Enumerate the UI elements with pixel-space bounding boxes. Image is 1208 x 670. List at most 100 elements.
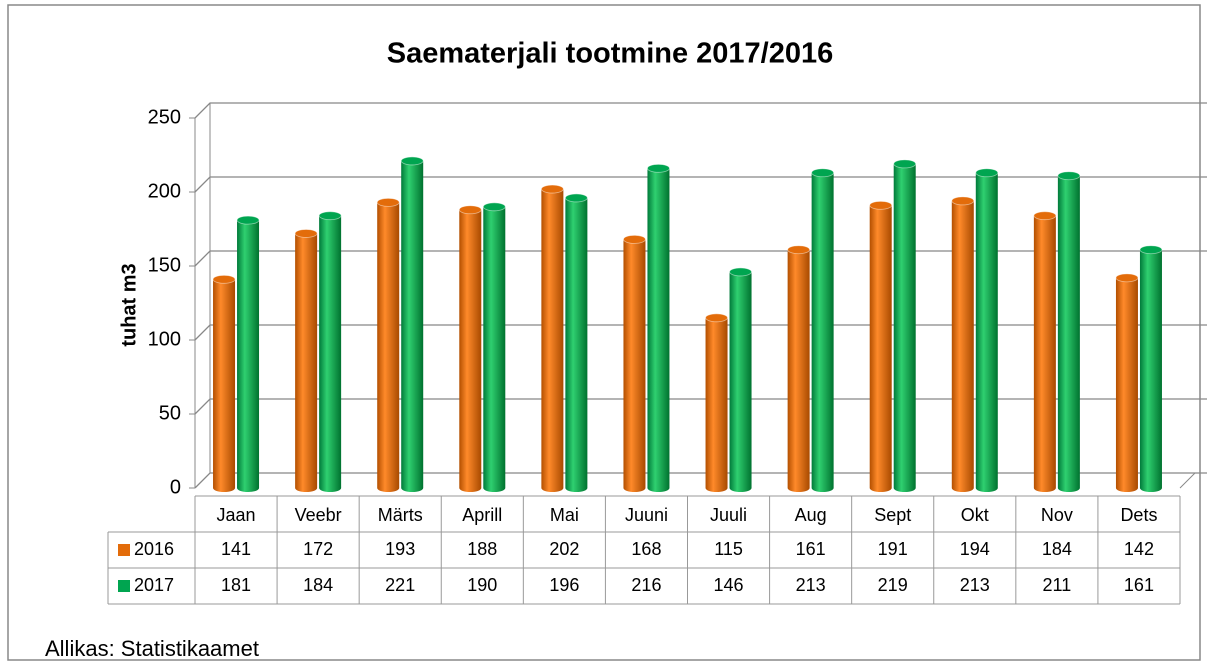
- table-value: 115: [714, 539, 743, 559]
- table-value: 142: [1124, 539, 1154, 559]
- bar-top: [540, 184, 564, 194]
- table-value: 211: [1043, 575, 1072, 595]
- bar: [377, 202, 400, 493]
- bar: [295, 233, 318, 492]
- legend-label: 2017: [134, 575, 174, 595]
- table-value: 146: [714, 575, 744, 595]
- bar: [213, 279, 236, 492]
- bar-top: [564, 193, 588, 203]
- y-axis-title: tuhat m3: [118, 263, 140, 346]
- source-note: Allikas: Statistikaamet: [45, 636, 259, 661]
- bar: [541, 189, 564, 493]
- table-value: 221: [385, 575, 415, 595]
- bar: [1033, 215, 1056, 492]
- bar: [705, 317, 728, 492]
- bar-top: [623, 234, 646, 244]
- bar: [1139, 249, 1162, 492]
- bar-top: [236, 215, 260, 225]
- x-tick-label: Märts: [378, 505, 423, 525]
- bar-top: [729, 267, 752, 277]
- bar: [647, 168, 670, 492]
- table-value: 172: [303, 539, 333, 559]
- bar-top: [376, 197, 400, 207]
- y-tick-label: 100: [148, 328, 181, 350]
- y-tick-label: 150: [148, 254, 181, 276]
- bar: [729, 271, 752, 492]
- bar: [483, 206, 506, 493]
- x-tick-label: Mai: [550, 505, 579, 525]
- bar: [951, 200, 974, 492]
- table-value: 202: [549, 539, 579, 559]
- bar: [319, 215, 342, 492]
- table-value: 219: [878, 575, 908, 595]
- x-tick-label: Sept: [874, 505, 911, 525]
- y-tick-label: 0: [170, 476, 181, 498]
- table-value: 188: [467, 539, 497, 559]
- bar: [1115, 277, 1138, 492]
- x-tick-label: Okt: [961, 505, 989, 525]
- bar: [975, 172, 998, 492]
- bar: [565, 197, 588, 493]
- table-value: 181: [221, 575, 251, 595]
- x-tick-label: Aprill: [462, 505, 502, 525]
- bar-top: [212, 274, 236, 284]
- chart-frame: [7, 4, 1201, 661]
- table-value: 213: [960, 575, 990, 595]
- x-tick-label: Juuli: [710, 505, 747, 525]
- table-value: 184: [303, 575, 333, 595]
- floor-right-edge: [1179, 472, 1196, 489]
- bar-top: [811, 168, 835, 178]
- x-tick-label: Aug: [795, 505, 827, 525]
- bar-top: [400, 156, 424, 166]
- table-value: 168: [631, 539, 661, 559]
- table-value: 161: [1124, 575, 1154, 595]
- chart-title: Saematerjali tootmine 2017/2016: [387, 38, 834, 70]
- bar: [623, 239, 646, 492]
- bar-top: [869, 200, 893, 210]
- x-tick-label: Dets: [1120, 505, 1157, 525]
- bar: [1057, 175, 1080, 492]
- bar-top: [294, 229, 318, 238]
- bar: [893, 163, 916, 492]
- table-value: 190: [467, 575, 497, 595]
- bar-top: [482, 202, 506, 212]
- bar-top: [458, 205, 482, 215]
- bar-top: [1033, 211, 1057, 221]
- bar-top: [1115, 273, 1139, 283]
- bar: [811, 172, 834, 492]
- bar-top: [787, 245, 811, 255]
- table-value: 196: [549, 575, 579, 595]
- bar-top: [975, 168, 999, 178]
- table-value: 194: [960, 539, 990, 559]
- bar: [787, 249, 810, 492]
- bar: [401, 160, 424, 493]
- table-value: 184: [1042, 539, 1072, 559]
- table-value: 161: [796, 539, 826, 559]
- legend-swatch: [118, 580, 130, 592]
- bar-top: [318, 211, 342, 221]
- bar-top: [1139, 245, 1163, 255]
- y-tick-label: 50: [159, 402, 181, 424]
- bar-top: [951, 196, 975, 206]
- bar: [237, 220, 260, 492]
- x-tick-label: Juuni: [625, 505, 668, 525]
- grid-line: [194, 102, 1207, 119]
- bar-top: [893, 159, 917, 169]
- legend-swatch: [118, 544, 130, 556]
- bar-top: [1057, 171, 1081, 181]
- table-value: 213: [796, 575, 826, 595]
- table-value: 193: [385, 539, 415, 559]
- bar: [869, 205, 892, 492]
- table-value: 141: [221, 539, 251, 559]
- table-value: 191: [878, 539, 908, 559]
- bar: [459, 209, 482, 492]
- table-value: 216: [631, 575, 661, 595]
- x-tick-label: Veebr: [295, 505, 342, 525]
- y-tick-label: 200: [148, 180, 181, 202]
- x-tick-label: Jaan: [217, 505, 256, 525]
- x-tick-label: Nov: [1041, 505, 1073, 525]
- y-tick-label: 250: [148, 106, 181, 128]
- grid-line: [194, 176, 1207, 193]
- legend-label: 2016: [134, 539, 174, 559]
